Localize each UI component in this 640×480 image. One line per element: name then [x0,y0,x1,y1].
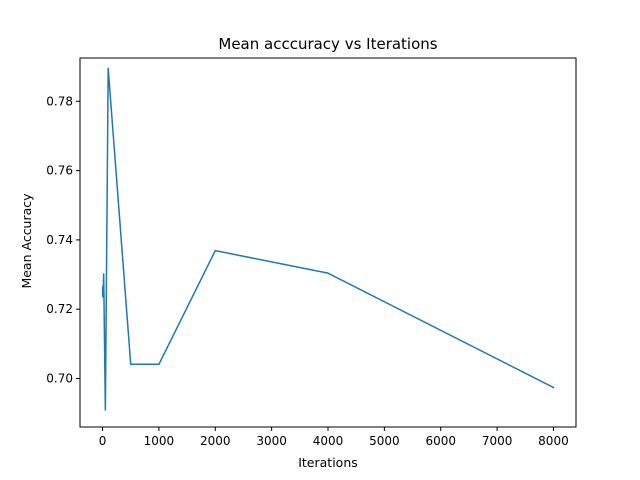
x-tick-label: 0 [99,434,107,448]
y-axis-ticks: 0.70 0.72 0.74 0.76 0.78 [46,94,80,385]
x-axis-label: Iterations [298,455,358,470]
x-tick-label: 2000 [200,434,231,448]
x-tick-label: 1000 [144,434,175,448]
y-tick-label: 0.78 [46,94,73,108]
series-line [101,67,555,411]
y-tick-label: 0.70 [46,371,73,385]
x-tick-label: 4000 [313,434,344,448]
x-axis-ticks: 0 1000 2000 3000 4000 5000 6000 7000 8000 [99,427,569,448]
y-tick-label: 0.74 [46,233,73,247]
plot-frame [79,57,577,428]
x-tick-label: 8000 [538,434,569,448]
series-layer [101,67,555,411]
y-tick-label: 0.72 [46,302,73,316]
x-tick-label: 6000 [425,434,456,448]
x-tick-label: 5000 [369,434,400,448]
chart-title: Mean acccuracy vs Iterations [218,35,437,53]
y-axis-label: Mean Accuracy [19,193,34,289]
y-tick-label: 0.76 [46,164,73,178]
x-tick-label: 3000 [256,434,287,448]
x-tick-label: 7000 [482,434,513,448]
